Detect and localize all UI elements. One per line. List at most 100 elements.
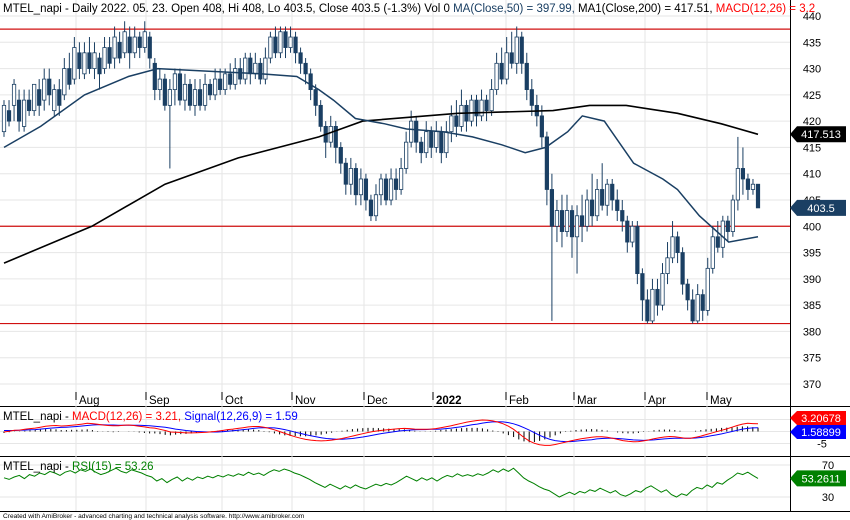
candle-body — [720, 220, 725, 248]
candle-body — [393, 178, 399, 190]
macd-badge-bg — [790, 411, 846, 425]
candle-body — [690, 299, 695, 322]
header-symbol: MTEL_napi — [3, 3, 62, 15]
candle-body — [730, 199, 735, 232]
candle-body — [268, 36, 273, 59]
candle-body — [348, 168, 353, 185]
candle-body — [700, 294, 705, 311]
candle-body — [660, 273, 665, 306]
candle-body — [278, 31, 283, 54]
candle-body — [569, 210, 575, 238]
candle-body — [358, 178, 363, 196]
candle-body — [117, 41, 122, 59]
candle-body — [665, 257, 670, 275]
rsi-tick-label: 30 — [822, 492, 834, 504]
candle-body — [127, 36, 132, 54]
candle-body — [600, 189, 605, 206]
candle-body — [368, 199, 374, 217]
month-label: Aug — [79, 395, 99, 407]
price-plot-area — [0, 21, 790, 325]
candle-body — [202, 83, 208, 106]
price-tick-label: 440 — [803, 11, 821, 23]
candle-body — [238, 68, 243, 80]
candle-body — [142, 31, 147, 48]
candle-body — [37, 89, 42, 106]
candle-body — [147, 36, 152, 59]
price-badge-text: 403.5 — [807, 203, 835, 215]
ma200-line — [3, 104, 759, 264]
candle-body — [223, 73, 228, 91]
macd-panel-sep: - — [62, 411, 72, 423]
candle-body — [353, 168, 358, 196]
price-tick-label: 400 — [803, 221, 821, 233]
candle-body — [695, 294, 700, 322]
candle-body — [725, 220, 730, 232]
macd-line — [3, 419, 759, 446]
candle-body — [263, 57, 268, 80]
candle-body — [710, 236, 715, 269]
candle-body — [539, 115, 544, 138]
candle-body — [605, 183, 610, 206]
candle-body — [670, 236, 675, 259]
candle-body — [509, 52, 514, 64]
price-tick-label: 415 — [803, 142, 821, 154]
candle-body — [404, 141, 409, 169]
candle-body — [574, 215, 580, 238]
candle-body — [735, 168, 740, 201]
candle-body — [192, 89, 198, 106]
candle-body — [564, 210, 570, 232]
candle-body — [419, 141, 424, 154]
macd-panel-macd: MACD(12,26) = 3.21, — [72, 411, 181, 423]
candle-body — [22, 99, 27, 127]
month-label: Oct — [225, 395, 244, 407]
candle-body — [1, 104, 7, 133]
candle-body — [559, 210, 565, 232]
candle-body — [283, 31, 288, 48]
candle-body — [620, 210, 625, 222]
ma200-badge-bg — [790, 126, 846, 143]
candle-body — [298, 52, 303, 64]
candle-body — [469, 99, 474, 122]
footer-credit: Created with AmiBroker - advanced charti… — [3, 513, 305, 520]
candle-body — [680, 252, 685, 285]
candle-body — [650, 288, 655, 322]
rsi-tick-label: 70 — [822, 460, 834, 472]
rsi-panel-symbol: MTEL_napi — [3, 461, 62, 473]
candle-body — [363, 178, 369, 201]
candle-body — [645, 299, 650, 322]
candle-body — [152, 62, 157, 91]
candle-body — [454, 115, 459, 127]
price-tick-label: 395 — [803, 248, 821, 260]
candle-body — [655, 288, 660, 306]
candle-body — [388, 178, 394, 201]
candle-body — [635, 225, 640, 275]
candle-body — [429, 131, 434, 148]
ma200-badge-text: 417.513 — [801, 129, 841, 141]
candle-body — [750, 183, 756, 190]
price-tick-label: 390 — [803, 274, 821, 286]
macd-plot-area — [3, 419, 759, 446]
candle-body — [253, 62, 258, 75]
candle-body — [228, 73, 233, 85]
candle-body — [112, 36, 117, 59]
rsi-panel-title: MTEL_napi - RSI(15) = 53.26 — [3, 461, 154, 473]
header-macd: MACD(12,26) = 3.2 — [713, 3, 816, 15]
candle-body — [288, 36, 293, 48]
candle-body — [27, 99, 32, 112]
candle-body — [615, 199, 620, 211]
candle-body — [172, 73, 178, 91]
candle-body — [218, 78, 223, 91]
candle-body — [107, 47, 112, 64]
candle-body — [273, 36, 278, 54]
price-tick-label: 410 — [803, 169, 821, 181]
candle-body — [318, 104, 323, 127]
rsi-plot-area — [3, 467, 759, 498]
candle-body — [524, 62, 529, 91]
candle-body — [434, 131, 439, 148]
candle-body — [303, 62, 308, 75]
candle-body — [514, 36, 519, 64]
macd-panel-symbol: MTEL_napi — [3, 411, 62, 423]
candle-body — [308, 73, 313, 91]
